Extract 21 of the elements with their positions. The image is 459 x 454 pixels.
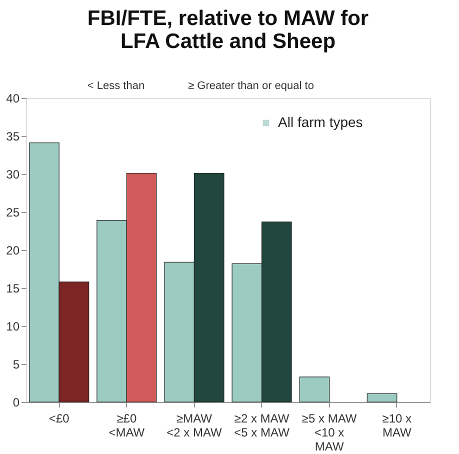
y-tick-label: 30 (6, 168, 20, 182)
y-tick-label: 35 (6, 130, 20, 144)
x-tick-label: <£0 (48, 412, 70, 426)
text: ≥ Greater than or equal to (188, 80, 314, 92)
x-tick-label: ≥£0 <MAW (108, 412, 146, 440)
chart-title: FBI/FTE, relative to MAW for LFA Cattle and Sheep (87, 7, 369, 53)
x-tick-label: ≥MAW <2 x MAW (166, 412, 223, 440)
y-tick-label: 25 (6, 206, 20, 220)
legend-label: All farm types (278, 114, 363, 130)
y-tick-label: 20 (6, 244, 20, 258)
x-tick-label: ≥2 x MAW <5 x MAW (234, 412, 290, 440)
y-tick-label: 15 (6, 282, 20, 296)
y-tick-label: 5 (12, 358, 20, 372)
x-tick-label: ≥10 x MAW (382, 412, 412, 440)
y-tick-label: 0 (12, 396, 20, 410)
bar (366, 393, 398, 402)
y-tick-label: 40 (6, 92, 20, 106)
y-tick-label: 10 (6, 320, 20, 334)
x-tick-label: ≥5 x MAW <10 x MAW (302, 412, 358, 454)
bar (299, 376, 330, 402)
text: < Less than (87, 80, 145, 92)
